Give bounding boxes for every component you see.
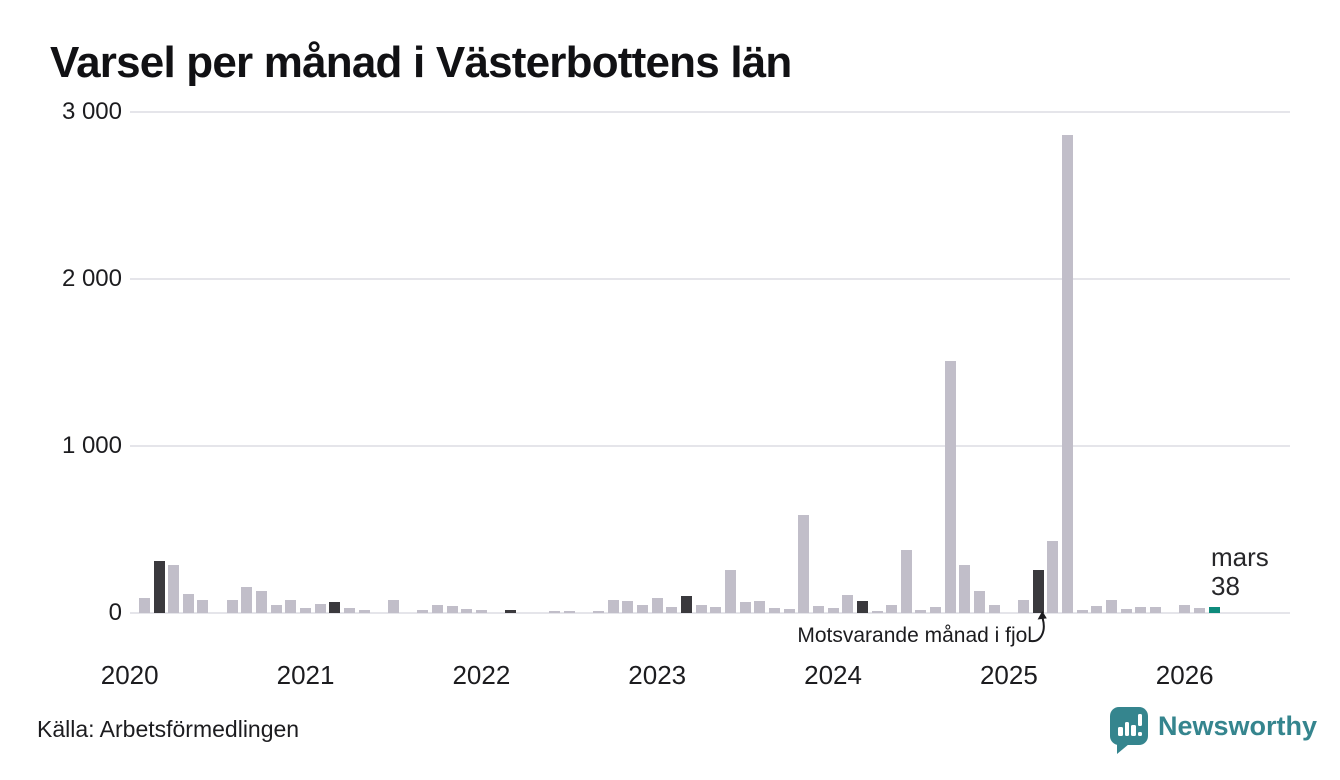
bar-2021-05	[358, 610, 370, 613]
bar-2021-02	[314, 603, 326, 613]
bar-2025-09	[1120, 608, 1132, 613]
y-axis-tick-1000: 1 000	[61, 432, 122, 459]
bar-2025-10	[1135, 607, 1147, 613]
x-axis-tick-2024: 2024	[804, 660, 862, 690]
x-axis-tick-2021: 2021	[276, 660, 335, 690]
bar-2026-01	[1179, 604, 1191, 613]
bar-2023-03	[681, 596, 692, 613]
bar-2021-10	[431, 605, 443, 613]
bar-2023-07	[739, 602, 751, 613]
same-month-annotation: Motsvarande månad i fjol	[797, 624, 1032, 647]
latest-value-text: 38	[1211, 571, 1240, 601]
bar-2026-02	[1193, 607, 1205, 613]
bar-2020-06	[197, 599, 209, 613]
bar-2020-11	[270, 605, 282, 613]
bar-2024-05	[886, 605, 898, 613]
bar-2024-01	[827, 607, 839, 613]
x-axis-tick-2026: 2026	[1155, 660, 1214, 690]
bar-2022-10	[607, 600, 619, 613]
bar-2025-04	[1047, 541, 1059, 613]
bar-2020-05	[182, 593, 194, 613]
bar-2024-11	[974, 591, 986, 613]
bar-2022-01	[475, 609, 487, 613]
gridline-1000	[130, 445, 1290, 447]
y-axis-tick-0: 0	[108, 599, 122, 626]
bar-2025-03	[1032, 569, 1044, 613]
bar-2022-12	[637, 604, 649, 613]
bar-2024-09	[944, 360, 956, 613]
bar-2022-03	[505, 610, 517, 613]
bar-2023-11	[798, 515, 810, 613]
bar-2024-02	[842, 595, 854, 613]
bar-2021-09	[417, 610, 429, 613]
bar-2026-03	[1208, 606, 1220, 613]
newsworthy-logo[interactable]: Newsworthy	[1110, 707, 1318, 754]
bar-2020-12	[285, 599, 297, 613]
gridline-2000	[130, 278, 1290, 280]
bar-2020-10	[256, 591, 268, 613]
bar-2023-02	[666, 607, 678, 613]
bar-2024-06	[900, 549, 912, 613]
bar-2023-09	[768, 607, 780, 613]
newsworthy-bubble-chart-icon	[1110, 707, 1148, 754]
bar-2020-04	[168, 564, 180, 613]
bar-2020-08	[226, 600, 238, 613]
bar-2023-04	[695, 605, 707, 613]
bar-2022-11	[622, 601, 634, 613]
latest-month-text: mars	[1211, 542, 1269, 572]
bar-2025-02	[1018, 599, 1030, 613]
source-credit: Källa: Arbetsförmedlingen	[37, 716, 300, 742]
bar-2024-07	[915, 609, 927, 613]
bar-2024-12	[988, 604, 1000, 613]
gridline-3000	[130, 111, 1290, 113]
bar-2021-12	[461, 608, 473, 613]
bar-2022-07	[563, 611, 575, 613]
chart-title: Varsel per månad i Västerbottens län	[50, 38, 792, 87]
bar-2021-04	[343, 607, 355, 613]
bar-2020-02	[138, 597, 150, 613]
y-axis-tick-3000: 3 000	[61, 98, 122, 125]
bar-2024-08	[930, 607, 942, 613]
annotation-arrow-icon	[1030, 611, 1047, 643]
bar-2021-01	[300, 607, 312, 613]
bar-2025-06	[1076, 609, 1088, 613]
bar-2023-12	[812, 606, 824, 613]
x-axis-tick-2020: 2020	[100, 660, 159, 690]
bar-2021-11	[446, 606, 458, 613]
bar-2025-11	[1149, 607, 1161, 613]
newsworthy-logo-text: Newsworthy	[1158, 711, 1318, 741]
bar-2024-04	[871, 611, 883, 613]
bar-2021-07	[387, 600, 399, 613]
latest-value-label: mars 38	[1211, 543, 1269, 601]
bar-2023-01	[651, 597, 663, 613]
x-axis-tick-2025: 2025	[979, 660, 1038, 690]
bar-2023-06	[724, 570, 736, 613]
gridline-0	[130, 612, 1290, 614]
bar-2025-08	[1105, 600, 1117, 613]
y-axis-tick-2000: 2 000	[61, 265, 122, 292]
bar-2023-10	[783, 608, 795, 613]
bar-2025-05	[1061, 135, 1073, 613]
bar-2022-06	[549, 611, 561, 613]
bar-2023-05	[710, 607, 722, 613]
bar-2022-09	[593, 611, 605, 613]
bar-2024-10	[959, 565, 971, 613]
bar-2025-07	[1091, 606, 1103, 613]
bar-2020-09	[241, 587, 253, 613]
bar-2021-03	[329, 602, 341, 613]
bar-2020-03	[153, 561, 165, 613]
x-axis-tick-2023: 2023	[628, 660, 687, 690]
x-axis-tick-2022: 2022	[452, 660, 511, 690]
bar-2024-03	[856, 601, 868, 613]
bar-2023-08	[754, 601, 766, 613]
